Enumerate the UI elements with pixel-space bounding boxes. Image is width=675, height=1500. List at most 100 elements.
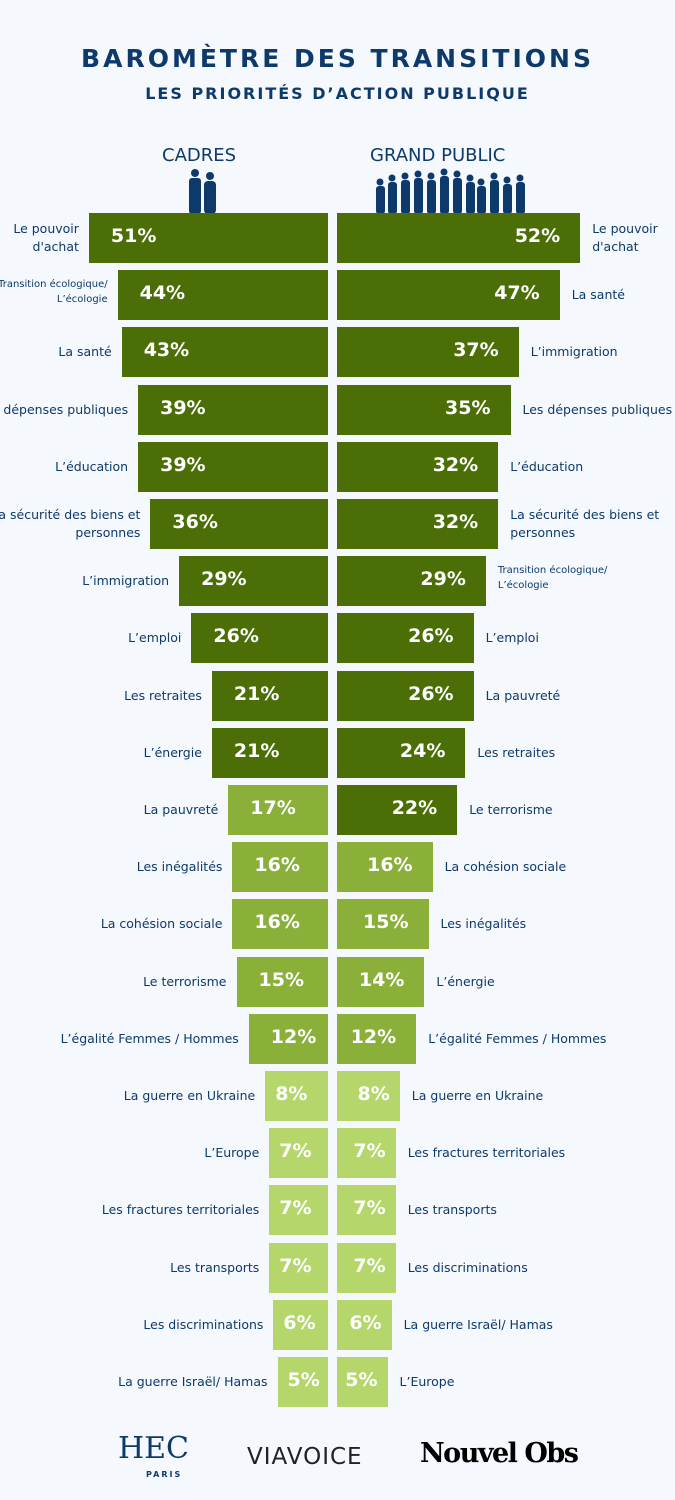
category-label: Le pouvoir d'achat bbox=[592, 221, 658, 254]
category-label: Le terrorisme bbox=[143, 973, 227, 989]
bar-value-label: 26% bbox=[408, 625, 454, 648]
category-label: Les retraites bbox=[124, 687, 202, 703]
bar-value-label: 7% bbox=[279, 1197, 312, 1220]
bar-value-label: 7% bbox=[353, 1140, 386, 1163]
grand-public-bar: 6% bbox=[337, 1299, 392, 1350]
page-title: BAROMÈTRE DES TRANSITIONS bbox=[81, 44, 594, 73]
bar-value-label: 15% bbox=[363, 911, 409, 934]
grand-public-bar: 5% bbox=[337, 1357, 388, 1407]
cadres-bar: 21% bbox=[211, 727, 328, 778]
category-label: Les dépenses publiques bbox=[0, 401, 129, 417]
cadres-bar: 39% bbox=[138, 441, 328, 492]
nouvel-obs-logo: Nouvel Obs bbox=[420, 1438, 579, 1469]
bar-value-label: 37% bbox=[453, 339, 499, 362]
category-label: L’emploi bbox=[128, 630, 182, 646]
bar-value-label: 12% bbox=[270, 1025, 317, 1048]
grand-public-bar: 32% bbox=[337, 499, 499, 549]
grand-public-bar: 15% bbox=[337, 899, 429, 950]
category-label: Le terrorisme bbox=[469, 802, 553, 817]
grand-public-bar: 12% bbox=[337, 1013, 417, 1064]
cadres-bar: 12% bbox=[248, 1013, 328, 1064]
cadres-bar: 16% bbox=[232, 842, 328, 893]
category-label: Les transports bbox=[407, 1202, 497, 1218]
grand-public-bar: 7% bbox=[337, 1185, 396, 1236]
cadres-header: CADRES bbox=[162, 145, 237, 166]
cadres-bar: 5% bbox=[277, 1357, 328, 1407]
category-label: L’éducation bbox=[510, 458, 584, 474]
grand-public-bar: 52% bbox=[337, 213, 581, 263]
category-label: La guerre Israël/ Hamas bbox=[118, 1374, 268, 1389]
hec-logo: HEC bbox=[118, 1431, 190, 1466]
bar-value-label: 36% bbox=[172, 511, 218, 533]
category-label: L’immigration bbox=[530, 344, 618, 360]
category-label: Le pouvoir d'achat bbox=[13, 221, 79, 254]
bar-value-label: 39% bbox=[160, 396, 206, 419]
category-label: L’égalité Femmes / Hommes bbox=[60, 1030, 239, 1046]
category-label: Les retraites bbox=[477, 744, 556, 760]
category-label: L’énergie bbox=[436, 973, 495, 989]
category-label: La guerre en Ukraine bbox=[123, 1088, 256, 1103]
category-label: Transition écologique/ L’écologie bbox=[0, 279, 108, 306]
bar-value-label: 29% bbox=[201, 568, 247, 591]
grand-public-bar: 7% bbox=[337, 1242, 396, 1293]
bar-value-label: 22% bbox=[391, 797, 438, 819]
bar-value-label: 7% bbox=[279, 1140, 312, 1163]
cadres-bar: 6% bbox=[273, 1299, 328, 1350]
grand-public-people-icon bbox=[376, 168, 525, 214]
grand-public-bar: 35% bbox=[337, 384, 511, 435]
cadres-bar: 21% bbox=[211, 670, 328, 721]
grand-public-bar: 32% bbox=[337, 441, 499, 492]
grand-public-bar: 7% bbox=[337, 1128, 396, 1179]
page-subtitle: LES PRIORITÉS D’ACTION PUBLIQUE bbox=[145, 84, 530, 103]
bar-value-label: 6% bbox=[283, 1311, 316, 1334]
bar-value-label: 7% bbox=[279, 1254, 312, 1277]
category-label: L’Europe bbox=[204, 1145, 260, 1161]
category-label: La guerre Israël/ Hamas bbox=[403, 1316, 553, 1332]
category-label: L’immigration bbox=[82, 573, 170, 589]
category-label: La guerre en Ukraine bbox=[411, 1088, 544, 1103]
grand-public-bar: 37% bbox=[337, 327, 519, 378]
bar-value-label: 32% bbox=[432, 511, 479, 533]
cadres-bar: 44% bbox=[117, 270, 328, 321]
category-label: L’emploi bbox=[485, 630, 539, 646]
grand-public-bar: 29% bbox=[337, 556, 486, 607]
bar-value-label: 15% bbox=[258, 968, 304, 991]
cadres-bar: 16% bbox=[232, 899, 328, 950]
cadres-bar: 7% bbox=[269, 1185, 328, 1236]
bar-value-label: 6% bbox=[349, 1311, 382, 1334]
bar-value-label: 52% bbox=[514, 225, 561, 247]
bar-value-label: 39% bbox=[160, 453, 206, 476]
grand-public-bar: 47% bbox=[337, 270, 560, 321]
bar-value-label: 44% bbox=[139, 282, 186, 305]
grand-public-bar: 14% bbox=[337, 956, 425, 1007]
category-label: L’énergie bbox=[143, 744, 202, 760]
grand-public-bar: 16% bbox=[337, 842, 433, 893]
grand-public-bar: 26% bbox=[337, 613, 474, 664]
category-label: La cohésion sociale bbox=[444, 859, 567, 875]
bar-value-label: 17% bbox=[250, 797, 296, 819]
category-label: La pauvreté bbox=[485, 687, 561, 703]
bar-value-label: 26% bbox=[408, 682, 454, 705]
bar-value-label: 32% bbox=[432, 453, 479, 476]
bar-value-label: 29% bbox=[420, 568, 466, 591]
bar-value-label: 16% bbox=[254, 911, 300, 934]
cadres-bar: 29% bbox=[179, 556, 328, 607]
cadres-bar: 7% bbox=[269, 1242, 328, 1293]
category-label: L’éducation bbox=[55, 458, 129, 474]
category-label: L’égalité Femmes / Hommes bbox=[428, 1030, 607, 1046]
cadres-bar: 7% bbox=[269, 1128, 328, 1179]
bar-value-label: 35% bbox=[445, 396, 491, 419]
bar-value-label: 14% bbox=[358, 968, 405, 991]
viavoice-logo: VIAVOICE bbox=[247, 1444, 363, 1470]
category-label: Les inégalités bbox=[136, 859, 223, 875]
bar-value-label: 8% bbox=[357, 1083, 390, 1105]
grand-public-bar: 22% bbox=[337, 785, 458, 835]
grand-public-bar: 8% bbox=[337, 1071, 400, 1121]
category-label: Transition écologique/ L’écologie bbox=[497, 565, 608, 592]
bar-value-label: 16% bbox=[254, 854, 300, 877]
bar-value-label: 8% bbox=[275, 1083, 308, 1105]
category-label: La pauvreté bbox=[143, 802, 219, 817]
category-label: La sécurité des biens et personnes bbox=[0, 507, 141, 540]
cadres-bar: 39% bbox=[138, 384, 328, 435]
cadres-bar: 43% bbox=[121, 327, 328, 378]
